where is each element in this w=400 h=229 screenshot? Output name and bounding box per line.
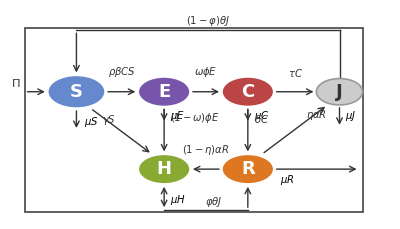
Text: $(1-\omega)\phi E$: $(1-\omega)\phi E$ bbox=[170, 111, 220, 125]
Text: $(1-\eta)\alpha R$: $(1-\eta)\alpha R$ bbox=[182, 143, 230, 157]
Circle shape bbox=[138, 77, 190, 106]
Text: $\mu S$: $\mu S$ bbox=[84, 115, 99, 129]
Circle shape bbox=[316, 79, 363, 105]
Text: $\rho\beta CS$: $\rho\beta CS$ bbox=[108, 65, 136, 79]
Circle shape bbox=[222, 154, 274, 184]
Text: $\gamma S$: $\gamma S$ bbox=[102, 113, 116, 127]
Circle shape bbox=[138, 154, 190, 184]
Text: H: H bbox=[157, 160, 172, 178]
Text: $\omega\phi E$: $\omega\phi E$ bbox=[194, 65, 218, 79]
Text: $\tau C$: $\tau C$ bbox=[288, 67, 302, 79]
Text: C: C bbox=[241, 83, 254, 101]
Text: $\Pi$: $\Pi$ bbox=[11, 77, 21, 90]
Text: $\delta C$: $\delta C$ bbox=[254, 113, 269, 125]
Text: S: S bbox=[70, 83, 83, 101]
Circle shape bbox=[48, 75, 105, 108]
Text: R: R bbox=[241, 160, 255, 178]
Bar bbox=[25, 28, 364, 212]
Text: E: E bbox=[158, 83, 170, 101]
Text: $(1-\varphi)\theta J$: $(1-\varphi)\theta J$ bbox=[186, 14, 230, 28]
Text: $\varphi\theta J$: $\varphi\theta J$ bbox=[205, 195, 223, 209]
Text: $\mu E$: $\mu E$ bbox=[170, 109, 185, 123]
Text: $\eta\alpha R$: $\eta\alpha R$ bbox=[306, 109, 326, 123]
Circle shape bbox=[222, 77, 274, 106]
Text: $\mu C$: $\mu C$ bbox=[254, 109, 269, 123]
Text: $\mu H$: $\mu H$ bbox=[170, 193, 186, 207]
Text: $\mu R$: $\mu R$ bbox=[280, 172, 294, 187]
Text: J: J bbox=[336, 83, 343, 101]
Text: $\mu J$: $\mu J$ bbox=[346, 109, 357, 123]
